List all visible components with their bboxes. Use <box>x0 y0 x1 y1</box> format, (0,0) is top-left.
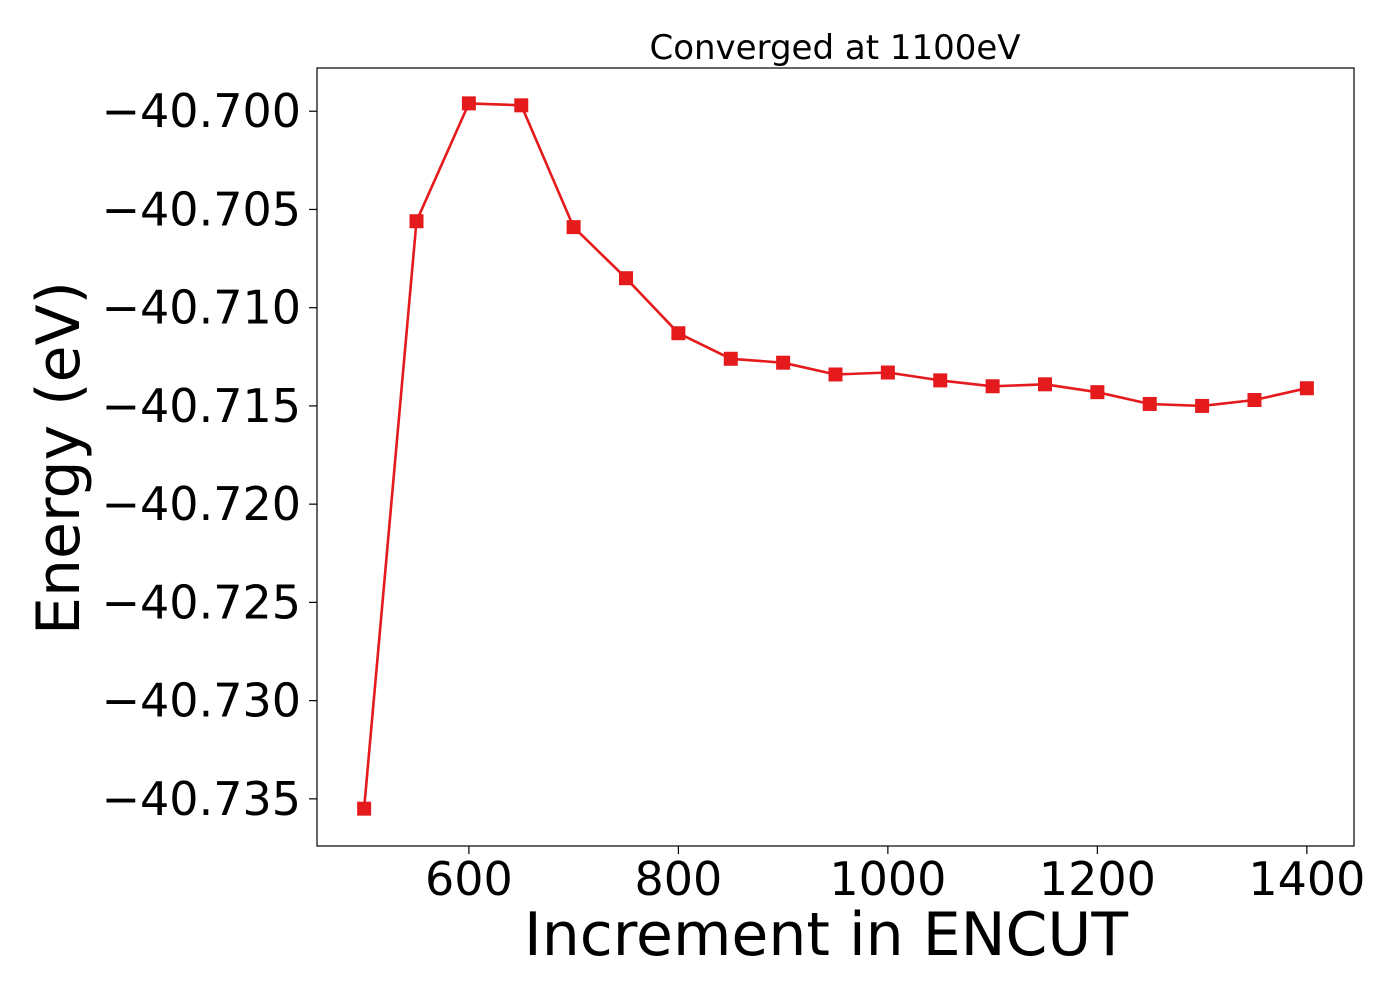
y-tick-label: −40.710 <box>102 281 302 335</box>
data-point-marker <box>1037 377 1052 392</box>
data-point-marker <box>357 801 372 816</box>
y-tick-label: −40.735 <box>102 772 302 826</box>
data-point-marker <box>985 379 1000 394</box>
data-point-marker <box>828 367 843 382</box>
x-tick-label: 600 <box>425 852 513 906</box>
y-axis: −40.700 −40.705 −40.710 −40.715 −40.720 −40.7… <box>102 84 317 826</box>
x-tick-label: 1200 <box>1039 852 1156 906</box>
data-point-marker <box>880 365 895 380</box>
y-axis-label: Energy (eV) <box>24 281 94 635</box>
plot-frame <box>316 67 1355 847</box>
data-point-marker <box>933 373 948 388</box>
data-point-marker <box>1090 385 1105 400</box>
data-point-marker <box>409 214 424 229</box>
data-point-marker <box>461 96 476 111</box>
chart-title: Converged at 1100eV <box>649 28 1020 68</box>
data-point-marker <box>566 220 581 235</box>
x-axis: 600 800 1000 1200 1400 <box>425 846 1365 906</box>
data-point-marker <box>1195 398 1210 413</box>
y-tick-label: −40.715 <box>102 379 302 433</box>
x-axis-label: Increment in ENCUT <box>524 900 1128 970</box>
data-point-marker <box>619 271 634 286</box>
data-point-marker <box>1247 393 1262 408</box>
y-tick-label: −40.720 <box>102 477 302 531</box>
y-tick-label: −40.730 <box>102 674 302 728</box>
data-point-marker <box>723 351 738 366</box>
x-tick-label: 1400 <box>1248 852 1365 906</box>
data-point-marker <box>1299 381 1314 396</box>
plot-area <box>357 96 1314 816</box>
data-point-marker <box>514 98 529 113</box>
x-tick-label: 1000 <box>829 852 946 906</box>
y-tick-label: −40.705 <box>102 182 302 236</box>
data-point-marker <box>671 326 686 341</box>
y-tick-label: −40.725 <box>102 575 302 629</box>
x-tick-label: 800 <box>634 852 722 906</box>
data-point-marker <box>1142 396 1157 411</box>
y-tick-label: −40.700 <box>102 84 302 138</box>
data-point-marker <box>776 355 791 370</box>
